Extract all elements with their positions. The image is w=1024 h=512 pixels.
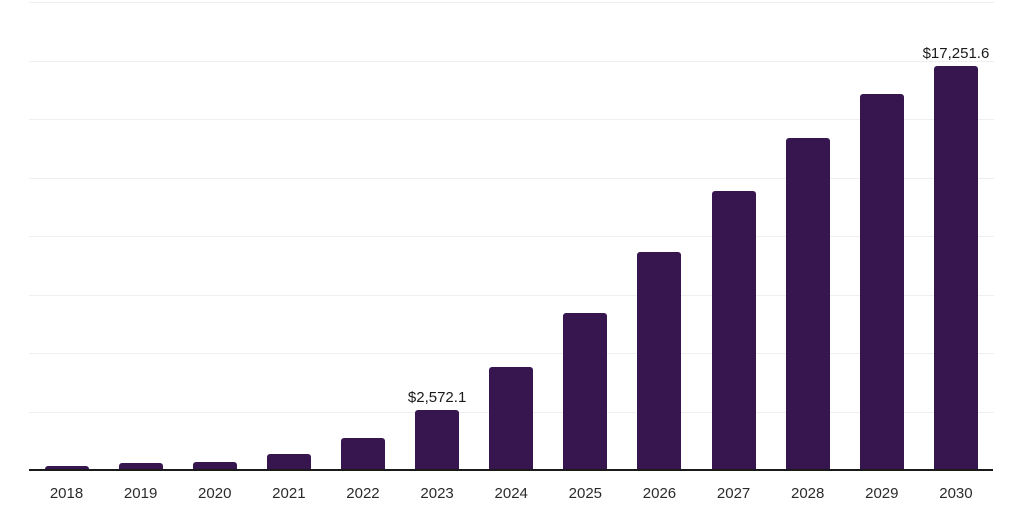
x-tick-label-2020: 2020 xyxy=(198,485,232,502)
bar-2018[interactable] xyxy=(44,466,89,470)
bar-2023[interactable] xyxy=(415,410,460,470)
x-tick-label-2026: 2026 xyxy=(642,485,677,502)
x-tick-label-2023: 2023 xyxy=(420,485,454,502)
bar-2024[interactable] xyxy=(489,367,534,470)
bar-2026[interactable] xyxy=(637,252,682,470)
gridline xyxy=(29,2,994,3)
bar-2027[interactable] xyxy=(711,191,756,470)
bar-value-label-2023: $2,572.1 xyxy=(407,389,467,406)
x-tick-label-2029: 2029 xyxy=(865,485,899,502)
gridline xyxy=(29,353,994,354)
x-tick-label-2027: 2027 xyxy=(716,485,751,502)
bar-2029[interactable] xyxy=(859,94,904,470)
bar-2019[interactable] xyxy=(118,463,163,470)
bar-2030[interactable] xyxy=(933,66,978,470)
gridline xyxy=(29,60,994,62)
x-axis-line xyxy=(29,469,993,471)
bar-2020[interactable] xyxy=(192,462,237,470)
gridline xyxy=(29,177,994,179)
x-tick-label-2018: 2018 xyxy=(49,485,84,502)
x-tick-label-2025: 2025 xyxy=(568,485,603,502)
bar-2021[interactable] xyxy=(266,454,311,470)
x-tick-label-2030: 2030 xyxy=(939,485,973,502)
gridline xyxy=(29,236,994,237)
gridline xyxy=(29,119,994,120)
x-tick-label-2024: 2024 xyxy=(494,485,528,502)
x-tick-label-2021: 2021 xyxy=(272,485,306,502)
bar-2022[interactable] xyxy=(340,438,385,470)
x-tick-label-2028: 2028 xyxy=(791,485,825,502)
bar-value-label-2030: $17,251.6 xyxy=(922,45,990,62)
x-tick-label-2019: 2019 xyxy=(123,485,158,502)
x-tick-label-2022: 2022 xyxy=(346,485,380,502)
bar-2025[interactable] xyxy=(563,313,608,470)
gridline xyxy=(29,294,994,296)
bar-2028[interactable] xyxy=(785,138,830,470)
